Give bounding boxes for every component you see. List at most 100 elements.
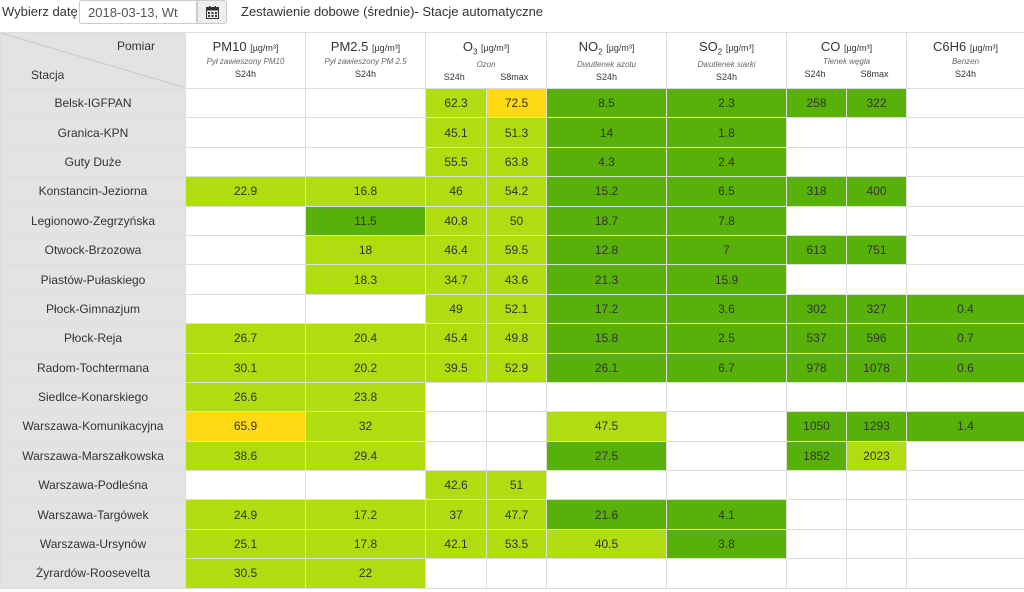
measurement-cell: 39.5 — [425, 352, 487, 383]
pollutant-unit: [µg/m³] — [725, 43, 755, 53]
pollutant-description: Dwutlenek azotu — [576, 59, 637, 69]
station-name[interactable]: Płock-Gimnazjum — [0, 293, 186, 325]
measurement-cell: 47.7 — [485, 499, 548, 530]
measurement-cell: 0.4 — [906, 293, 1024, 325]
measurement-cell: 11.5 — [305, 205, 426, 236]
measurement-cell: 2.5 — [666, 323, 788, 354]
station-name[interactable]: Belsk-IGFPAN — [0, 87, 186, 119]
station-name[interactable]: Siedlce-Konarskiego — [0, 381, 186, 413]
measurement-cell: 2.4 — [666, 146, 788, 178]
measurement-cell — [846, 381, 908, 413]
measurement-cell — [485, 558, 548, 589]
calendar-button[interactable] — [197, 0, 227, 24]
station-name[interactable]: Granica-KPN — [0, 117, 186, 148]
measurement-cell: 322 — [846, 87, 908, 119]
toolbar: Wybierz datę: Zestawienie dobowe (średni… — [0, 0, 1024, 32]
pollutant-description: Ozon — [476, 59, 496, 69]
measurement-cell: 51.3 — [485, 117, 548, 148]
table-corner-header: Pomiar Stacja — [0, 32, 186, 89]
measurement-cell — [906, 234, 1024, 266]
pollutant-name: O3 [µg/m³] — [427, 39, 546, 57]
measurement-cell: 25.1 — [185, 528, 306, 560]
measurement-cell — [846, 205, 908, 236]
measurement-cell — [666, 411, 788, 442]
measurement-cell: 15.2 — [546, 176, 668, 207]
measurement-cell — [906, 176, 1024, 207]
measurement-cell: 0.7 — [906, 323, 1024, 354]
table-row: Radom-Tochtermana 30.1 20.2 39.5 52.9 26.1 6.7… — [0, 352, 1024, 383]
pollutant-unit: [µg/m³] — [606, 43, 635, 53]
indicator-label: S24h — [955, 69, 977, 79]
measurement-cell: 46 — [425, 176, 487, 207]
station-name[interactable]: Warszawa-Komunikacyjna — [0, 411, 186, 442]
station-name[interactable]: Piastów-Pułaskiego — [0, 264, 186, 295]
indicator-row: S24h — [307, 69, 425, 79]
measurement-cell — [786, 381, 848, 413]
measurement-cell — [546, 558, 668, 589]
measurement-cell — [906, 499, 1024, 530]
measurement-cell: 4.3 — [546, 146, 668, 178]
measurement-cell — [485, 440, 548, 472]
measurement-cell: 8.5 — [546, 87, 668, 119]
pollutant-unit: [µg/m³] — [481, 43, 510, 53]
measurement-cell: 302 — [786, 293, 848, 325]
measurement-cell: 15.9 — [666, 264, 788, 295]
measurement-cell: 12.8 — [546, 234, 668, 266]
measurement-cell — [185, 470, 306, 501]
measurement-cell — [906, 146, 1024, 178]
station-name[interactable]: Radom-Tochtermana — [0, 352, 186, 383]
measurement-cell — [546, 470, 668, 501]
indicator-label: S24h — [443, 71, 465, 82]
table-row: Płock-Reja 26.7 20.4 45.4 49.8 15.8 2.5 537 596 0… — [0, 323, 1024, 354]
measurement-cell: 49.8 — [485, 323, 548, 354]
date-input[interactable] — [79, 0, 197, 24]
measurement-cell: 40.8 — [425, 205, 487, 236]
station-name[interactable]: Konstancin-Jeziorna — [0, 176, 186, 207]
measurement-cell: 21.3 — [546, 264, 668, 295]
measurement-cell: 1.8 — [666, 117, 788, 148]
measurement-cell: 21.6 — [546, 499, 668, 530]
measurement-cell: 30.5 — [185, 558, 306, 589]
measurement-cell — [906, 470, 1024, 501]
station-name[interactable]: Płock-Reja — [0, 323, 186, 354]
measurement-cell: 26.7 — [185, 323, 306, 354]
measurement-cell — [906, 440, 1024, 472]
measurement-cell: 751 — [846, 234, 908, 266]
measurement-cell — [305, 87, 426, 119]
table-row: Płock-Gimnazjum 49 52.1 17.2 3.6 302 327 0.4 — [0, 293, 1024, 325]
measurement-cell: 2.3 — [666, 87, 788, 119]
indicator-label: S8max — [860, 69, 889, 79]
station-name[interactable]: Warszawa-Podleśna — [0, 470, 186, 501]
measurement-cell: 4.1 — [666, 499, 788, 530]
station-name[interactable]: Legionowo-Zegrzyńska — [0, 205, 186, 236]
measurement-cell: 53.5 — [485, 528, 548, 560]
station-name[interactable]: Warszawa-Marszałkowska — [0, 440, 186, 472]
station-name[interactable]: Otwock-Brzozowa — [0, 234, 186, 266]
station-name[interactable]: Guty Duże — [0, 146, 186, 178]
measurement-cell: 20.4 — [305, 323, 426, 354]
indicator-row: S24h — [668, 72, 786, 82]
measurement-cell: 15.8 — [546, 323, 668, 354]
measurement-cell — [846, 499, 908, 530]
measurement-cell — [425, 440, 487, 472]
measurement-cell — [666, 470, 788, 501]
measurement-cell: 23.8 — [305, 381, 426, 413]
station-name[interactable]: Warszawa-Ursynów — [0, 528, 186, 560]
measurement-cell: 318 — [786, 176, 848, 207]
station-name[interactable]: Warszawa-Targówek — [0, 499, 186, 530]
measurement-cell — [786, 264, 848, 295]
measurement-cell: 16.8 — [305, 176, 426, 207]
measurement-cell: 38.6 — [185, 440, 306, 472]
measurement-cell: 1.4 — [906, 411, 1024, 442]
measurement-cell: 24.9 — [185, 499, 306, 530]
measurement-cell: 20.2 — [305, 352, 426, 383]
measurement-cell: 1852 — [786, 440, 848, 472]
measurement-cell: 65.9 — [185, 411, 306, 442]
measurement-cell — [485, 411, 548, 442]
pollutant-name: CO [µg/m³] — [788, 39, 906, 54]
measurement-cell: 3.8 — [666, 528, 788, 560]
measurement-cell: 26.1 — [546, 352, 668, 383]
measurement-cell: 17.2 — [305, 499, 426, 530]
measurement-cell: 47.5 — [546, 411, 668, 442]
station-name[interactable]: Żyrardów-Roosevelta — [0, 558, 186, 589]
